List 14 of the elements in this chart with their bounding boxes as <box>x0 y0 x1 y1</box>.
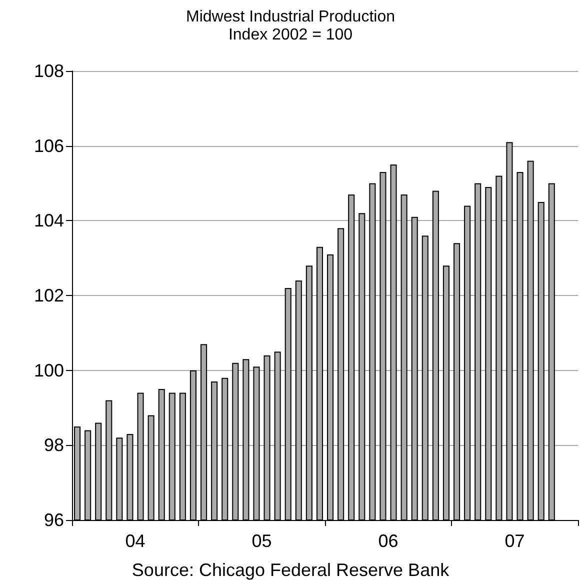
x-tick-label: 07 <box>504 531 525 551</box>
y-tick-label: 100 <box>34 360 64 380</box>
source-note: Source: Chicago Federal Reserve Bank <box>132 560 450 580</box>
y-tick-label: 98 <box>44 435 64 456</box>
y-tick-label: 104 <box>34 210 64 231</box>
y-tick-label: 102 <box>34 286 64 306</box>
x-tick-label: 06 <box>378 531 398 551</box>
y-tick-label: 108 <box>34 61 64 81</box>
y-tick-label: 96 <box>44 510 64 530</box>
x-tick-label: 04 <box>125 531 146 551</box>
chart-title: Midwest Industrial Production <box>186 8 395 26</box>
x-tick-label: 05 <box>252 531 272 551</box>
chart-subtitle: Index 2002 = 100 <box>228 26 353 44</box>
y-tick-label: 106 <box>34 136 64 156</box>
